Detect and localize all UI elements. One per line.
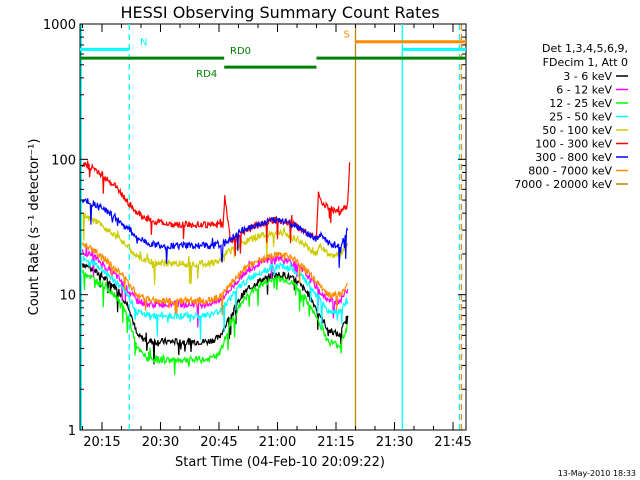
chart-title: HESSI Observing Summary Count Rates — [120, 3, 439, 22]
x-tick-label: 21:30 — [376, 435, 413, 450]
legend: Det 1,3,4,5,6,9,FDecim 1, Att 03 - 6 keV… — [514, 42, 628, 191]
flag-label: RD4 — [196, 69, 217, 80]
series-line-25-50keV — [82, 256, 349, 340]
series-line-12-25keV — [81, 269, 348, 375]
legend-header: FDecim 1, Att 0 — [543, 56, 628, 69]
y-axis-label: Count Rate (s⁻¹ detector⁻¹) — [27, 139, 42, 316]
plot-area — [79, 23, 467, 431]
x-tick-label: 20:30 — [142, 435, 179, 450]
flag-label: S — [343, 30, 349, 41]
y-tick-label: 1 — [68, 424, 76, 439]
series-line-50-100keV — [82, 212, 349, 285]
flag-label: RD0 — [230, 46, 251, 57]
legend-label: 6 - 12 keV — [556, 84, 612, 97]
y-tick-label: 1000 — [43, 18, 76, 33]
legend-label: 800 - 7000 keV — [528, 165, 612, 178]
y-tick-label: 100 — [51, 153, 76, 168]
legend-label: 25 - 50 keV — [549, 111, 612, 124]
timestamp: 13-May-2010 18:33 — [558, 469, 636, 478]
legend-label: 300 - 800 keV — [535, 151, 612, 164]
legend-label: 3 - 6 keV — [563, 70, 612, 83]
series-line-300-800keV — [81, 198, 349, 268]
x-tick-label: 21:00 — [259, 435, 296, 450]
series-line-3-6keV — [81, 261, 349, 365]
x-tick-label: 21:15 — [317, 435, 354, 450]
x-tick-label: 21:45 — [434, 435, 471, 450]
legend-label: 100 - 300 keV — [535, 138, 612, 151]
flag-label: N — [140, 37, 147, 48]
series-line-800-7000keV — [81, 241, 348, 316]
legend-label: 7000 - 20000 keV — [514, 178, 612, 191]
legend-label: 50 - 100 keV — [542, 124, 612, 137]
legend-label: 12 - 25 keV — [549, 97, 612, 110]
x-axis-label: Start Time (04-Feb-10 20:09:22) — [175, 455, 385, 470]
legend-header: Det 1,3,4,5,6,9, — [542, 42, 628, 55]
y-tick-label: 10 — [59, 289, 76, 304]
x-tick-label: 20:45 — [200, 435, 237, 450]
x-tick-label: 20:15 — [83, 435, 120, 450]
